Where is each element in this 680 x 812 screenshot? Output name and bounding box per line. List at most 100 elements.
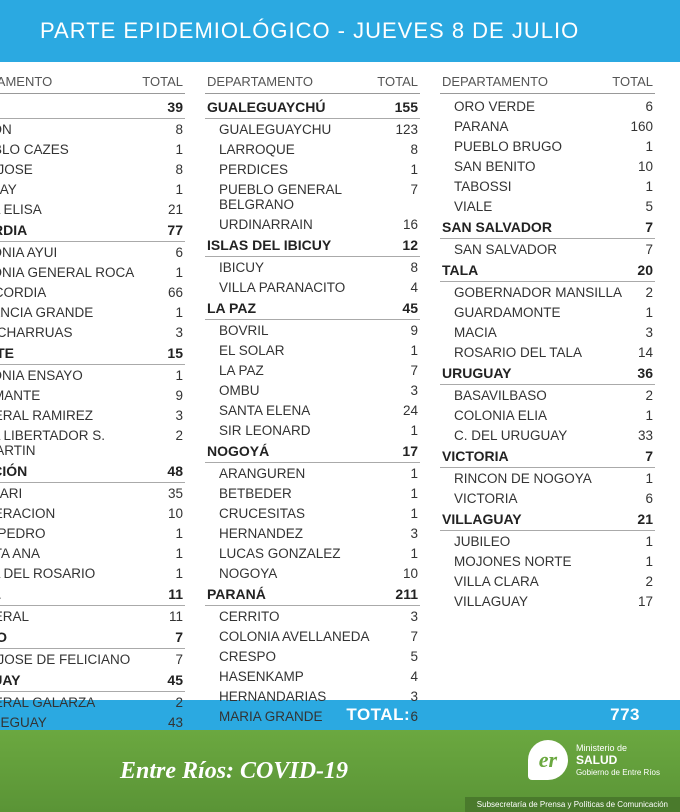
row-name: SAN SALVADOR xyxy=(442,219,552,235)
row-value: 1 xyxy=(623,139,653,154)
locality-row: LA LIBERTADOR S. MARTIN2 xyxy=(0,425,185,460)
row-name: RINCON DE NOGOYA xyxy=(454,471,592,486)
row-value: 10 xyxy=(623,159,653,174)
row-value: 10 xyxy=(388,566,418,581)
row-value: 66 xyxy=(153,285,183,300)
locality-row: HERNANDEZ3 xyxy=(205,523,420,543)
row-name: AJARI xyxy=(0,486,22,501)
col-header: DEPARTAMENTO TOTAL xyxy=(440,70,655,94)
locality-row: JUBILEO1 xyxy=(440,531,655,551)
department-row: PARANÁ211 xyxy=(205,583,420,606)
locality-row: N PEDRO1 xyxy=(0,523,185,543)
row-name: GUALEGUAYCHÚ xyxy=(207,99,326,115)
row-value: 1 xyxy=(388,486,418,501)
department-row: VICTORIA7 xyxy=(440,445,655,468)
row-name: AMANTE xyxy=(0,388,40,403)
locality-row: PUEBLO GENERAL BELGRANO7 xyxy=(205,179,420,214)
row-name: NTA ANA xyxy=(0,546,40,561)
row-name: VILLAGUAY xyxy=(442,511,522,527)
locality-row: GUARDAMONTE1 xyxy=(440,302,655,322)
locality-row: EBLO CAZES1 xyxy=(0,139,185,159)
row-name: EBLO CAZES xyxy=(0,142,69,157)
row-name: CRUCESITAS xyxy=(219,506,305,521)
row-value: 3 xyxy=(153,408,183,423)
locality-row: LA DEL ROSARIO1 xyxy=(0,563,185,583)
row-name: LON xyxy=(0,122,12,137)
col-header-dept: DEPARTAMENTO xyxy=(207,74,313,89)
locality-row: LUCAS GONZALEZ1 xyxy=(205,543,420,563)
col-header-total: TOTAL xyxy=(377,74,418,89)
logo-text: Ministerio de SALUD Gobierno de Entre Rí… xyxy=(576,743,660,778)
row-value: 1 xyxy=(388,466,418,481)
row-value: 4 xyxy=(388,669,418,684)
department-row: EGUAY45 xyxy=(0,669,185,692)
row-name: COLONIA AVELLANEDA xyxy=(219,629,370,644)
row-name: MARIA GRANDE xyxy=(219,709,323,724)
col-header: ARTAMENTO TOTAL xyxy=(0,70,185,94)
logo-icon: er xyxy=(528,740,568,780)
row-value: 2 xyxy=(623,574,653,589)
locality-row: LARROQUE8 xyxy=(205,139,420,159)
column-1: ARTAMENTO TOTAL N39LON8EBLO CAZES1N JOSE… xyxy=(0,70,195,700)
col-header-dept: DEPARTAMENTO xyxy=(442,74,548,89)
row-value: 11 xyxy=(153,609,183,624)
row-name: PUEBLO GENERAL BELGRANO xyxy=(219,182,388,212)
logo-line1: Ministerio de xyxy=(576,743,660,754)
row-value: 21 xyxy=(623,511,653,527)
row-value: 5 xyxy=(623,199,653,214)
row-name: BASAVILBASO xyxy=(454,388,547,403)
row-value: 1 xyxy=(388,343,418,358)
row-name: N JOSE xyxy=(0,162,33,177)
locality-row: CRUCESITAS1 xyxy=(205,503,420,523)
row-name: SIR LEONARD xyxy=(219,423,311,438)
row-value: 7 xyxy=(623,219,653,235)
locality-row: VILLA PARANACITO4 xyxy=(205,277,420,297)
row-value: 2 xyxy=(623,388,653,403)
row-value: 43 xyxy=(153,715,183,730)
row-name: NERAL GALARZA xyxy=(0,695,95,710)
row-name: PUEBLO BRUGO xyxy=(454,139,562,154)
row-name: HERNANDEZ xyxy=(219,526,303,541)
row-name: LONIA AYUI xyxy=(0,245,57,260)
row-name: ISLAS DEL IBICUY xyxy=(207,237,331,253)
col2-rows: GUALEGUAYCHÚ155GUALEGUAYCHU123LARROQUE8P… xyxy=(205,96,420,726)
footer-sub: Subsecretaría de Prensa y Políticas de C… xyxy=(465,797,680,812)
locality-row: PARANA160 xyxy=(440,116,655,136)
locality-row: CERRITO3 xyxy=(205,606,420,626)
row-name: VICTORIA xyxy=(454,491,518,506)
locality-row: HASENKAMP4 xyxy=(205,666,420,686)
row-name: NCORDIA xyxy=(0,285,46,300)
row-value: 3 xyxy=(388,383,418,398)
locality-row: NERAL GALARZA2 xyxy=(0,692,185,712)
department-row: IANTE15 xyxy=(0,342,185,365)
row-name: NERAL RAMIREZ xyxy=(0,408,93,423)
locality-row: LON8 xyxy=(0,119,185,139)
row-value: 45 xyxy=(388,300,418,316)
row-name: N PEDRO xyxy=(0,526,46,541)
locality-row: GOBERNADOR MANSILLA2 xyxy=(440,282,655,302)
locality-row: VIALE5 xyxy=(440,196,655,216)
footer-title: Entre Ríos: COVID-19 xyxy=(120,758,348,785)
row-name: LA DEL ROSARIO xyxy=(0,566,95,581)
row-name: PARANA xyxy=(454,119,509,134)
row-name: COLONIA ELIA xyxy=(454,408,547,423)
row-name: LA PAZ xyxy=(207,300,256,316)
row-name: NOGOYA xyxy=(219,566,277,581)
department-row: URUGUAY36 xyxy=(440,362,655,385)
locality-row: LONIA GENERAL ROCA1 xyxy=(0,262,185,282)
row-value: 1 xyxy=(623,408,653,423)
department-row: IANO7 xyxy=(0,626,185,649)
row-value: 3 xyxy=(388,689,418,704)
row-name: ROSARIO DEL TALA xyxy=(454,345,582,360)
row-name: LARROQUE xyxy=(219,142,295,157)
row-value: 8 xyxy=(153,162,183,177)
locality-row: ROSARIO DEL TALA14 xyxy=(440,342,655,362)
row-value: 9 xyxy=(388,323,418,338)
locality-row: EL SOLAR1 xyxy=(205,340,420,360)
row-name: TANCIA GRANDE xyxy=(0,305,93,320)
row-value: 6 xyxy=(623,491,653,506)
locality-row: TANCIA GRANDE1 xyxy=(0,302,185,322)
row-value: 1 xyxy=(153,368,183,383)
locality-row: SAN BENITO10 xyxy=(440,156,655,176)
column-3: DEPARTAMENTO TOTAL ORO VERDE6PARANA160PU… xyxy=(430,70,665,700)
